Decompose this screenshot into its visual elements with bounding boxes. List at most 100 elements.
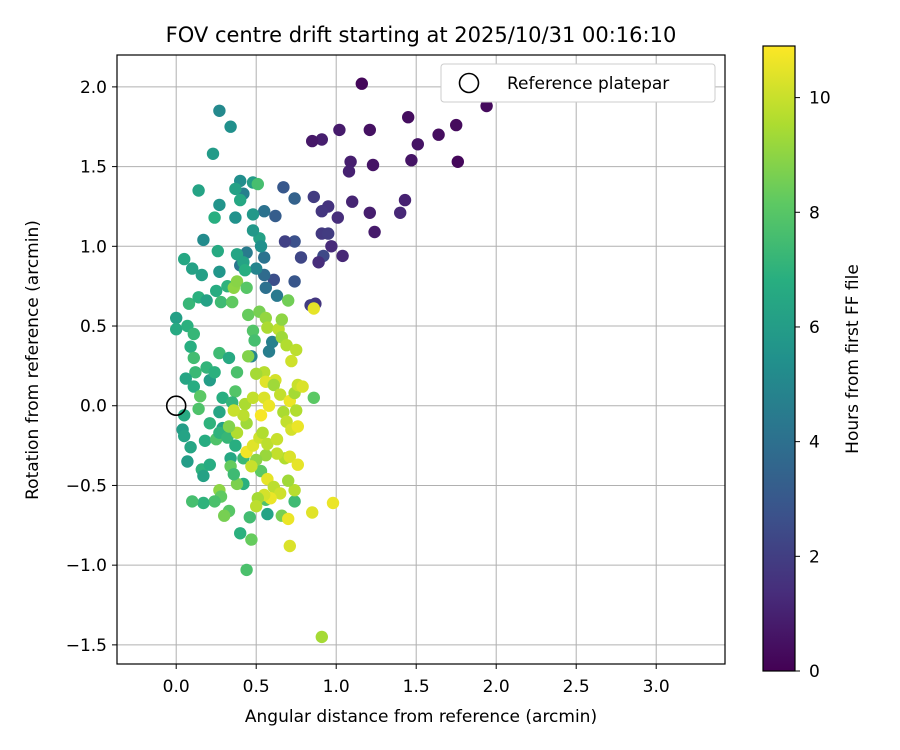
data-point (267, 273, 280, 286)
x-tick-label: 2.0 (483, 677, 510, 697)
data-point (250, 262, 263, 275)
data-point (288, 484, 301, 497)
y-tick-label: 0.5 (80, 317, 107, 337)
y-axis-ticks: 2.0 1.5 1.0 0.5 0.0 −0.5 −1.0 −1.5 (66, 78, 117, 656)
data-point (229, 211, 242, 224)
data-point (322, 227, 335, 240)
data-point (306, 134, 319, 148)
data-point (243, 511, 256, 524)
data-point (259, 311, 272, 325)
data-point (178, 252, 191, 266)
colorbar-tick-label: 8 (809, 203, 820, 223)
y-tick-label: 0.0 (80, 397, 107, 417)
x-tick-label: 0.0 (163, 677, 190, 697)
y-tick-label: −1.5 (66, 636, 107, 656)
data-point (261, 437, 274, 451)
data-point (363, 206, 376, 219)
data-point (283, 539, 296, 553)
data-point (218, 509, 231, 522)
data-point (208, 495, 221, 508)
data-point (240, 281, 253, 294)
colorbar-tick-label: 0 (809, 662, 820, 682)
data-point (450, 118, 463, 132)
data-point (187, 327, 200, 341)
data-point (187, 351, 200, 365)
data-point (200, 294, 213, 307)
data-point (240, 246, 253, 259)
data-point (282, 474, 295, 487)
data-point (331, 211, 344, 224)
data-point (216, 391, 229, 404)
data-point (186, 495, 199, 508)
data-point (210, 284, 223, 298)
data-point (214, 295, 228, 309)
data-point (312, 256, 325, 269)
data-point (187, 380, 200, 393)
data-point (192, 402, 205, 416)
data-point (192, 184, 205, 197)
data-point (288, 495, 301, 508)
data-point (266, 335, 279, 349)
data-point (258, 205, 271, 218)
colorbar-tick-label: 6 (809, 318, 820, 338)
chart-title: FOV centre drift starting at 2025/10/31 … (166, 23, 677, 47)
data-point (344, 155, 357, 168)
data-point (226, 295, 239, 309)
data-point (240, 563, 253, 577)
data-point (234, 193, 247, 207)
data-point (270, 447, 284, 460)
data-point (246, 224, 260, 237)
data-point (229, 182, 242, 196)
data-point (306, 506, 319, 519)
x-tick-label: 2.5 (563, 677, 590, 697)
data-point (197, 496, 210, 510)
data-point (238, 264, 252, 277)
data-point (307, 190, 320, 204)
data-point (288, 235, 301, 248)
x-tick-label: 1.0 (323, 677, 350, 697)
data-point (326, 496, 340, 510)
reference-platepar-marker (165, 395, 187, 417)
data-point (307, 302, 320, 315)
data-point (259, 281, 272, 294)
colorbar-tick-label: 2 (809, 547, 820, 567)
data-point (246, 324, 260, 337)
data-point (291, 458, 304, 471)
data-point (277, 181, 290, 194)
data-point (250, 367, 263, 380)
colorbar-gradient (763, 46, 795, 671)
data-point (208, 366, 221, 379)
data-point (230, 366, 244, 379)
data-point (277, 405, 290, 419)
data-point (285, 354, 298, 368)
data-point (242, 308, 255, 322)
data-point (296, 380, 309, 393)
data-point (336, 249, 349, 263)
data-point (245, 460, 258, 473)
data-point (229, 385, 242, 398)
data-point (224, 120, 237, 133)
data-point (227, 468, 240, 481)
data-point (267, 378, 280, 392)
data-point (194, 390, 207, 403)
data-point (237, 409, 250, 422)
data-point (184, 340, 197, 353)
y-tick-label: 1.0 (80, 237, 107, 257)
data-point (405, 154, 418, 167)
data-point (258, 251, 271, 264)
data-point (251, 177, 264, 191)
data-point (480, 99, 493, 113)
colorbar-frame (762, 45, 796, 672)
data-point (259, 449, 272, 462)
data-point (170, 311, 183, 325)
data-point (230, 275, 244, 288)
data-point (197, 469, 210, 483)
data-point (213, 346, 226, 360)
data-point (355, 77, 368, 90)
data-point (181, 455, 194, 468)
data-point (213, 265, 226, 278)
x-tick-label: 3.0 (643, 677, 670, 697)
data-point (315, 205, 328, 218)
data-point (270, 433, 284, 446)
